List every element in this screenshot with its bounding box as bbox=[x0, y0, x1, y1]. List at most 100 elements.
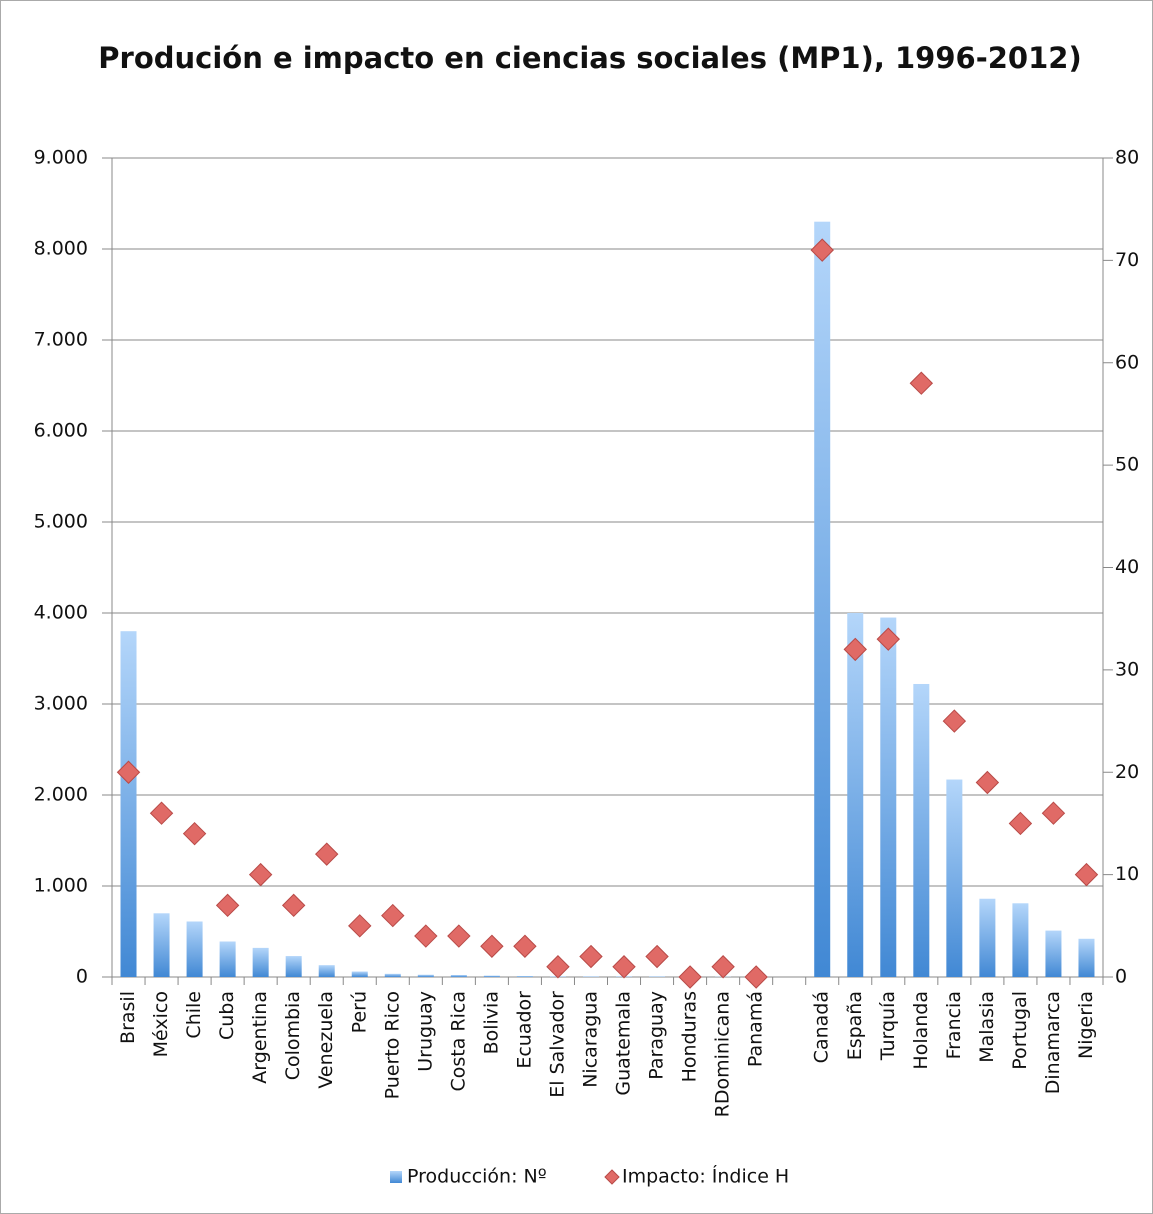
y-tick-label: 3.000 bbox=[34, 693, 88, 715]
bar bbox=[120, 631, 137, 977]
diamond-marker bbox=[414, 924, 438, 948]
diamond-marker bbox=[182, 821, 207, 846]
diamond-marker bbox=[480, 934, 504, 958]
diamond-marker bbox=[744, 965, 768, 989]
y2-tick-label: 60 bbox=[1115, 351, 1139, 373]
bar bbox=[847, 613, 864, 977]
diamond-marker bbox=[810, 238, 834, 262]
diamond-marker bbox=[348, 914, 372, 938]
diamond-marker bbox=[215, 893, 240, 918]
y-tick-label: 1.000 bbox=[34, 875, 88, 897]
bar bbox=[153, 913, 170, 977]
bar bbox=[450, 974, 467, 977]
x-tick-label: Paraguay bbox=[646, 991, 668, 1080]
diamond-marker bbox=[513, 934, 537, 958]
diamond-marker bbox=[116, 760, 141, 784]
y-tick-label: 2.000 bbox=[34, 784, 88, 806]
bar bbox=[1012, 903, 1029, 977]
x-tick-label: RDominicana bbox=[712, 991, 734, 1117]
legend-swatch bbox=[390, 1171, 402, 1183]
x-tick-label: Honduras bbox=[679, 991, 701, 1082]
x-tick-label: Argentina bbox=[249, 991, 271, 1084]
x-tick-label: México bbox=[150, 991, 172, 1057]
diamond-marker bbox=[876, 627, 900, 651]
y-tick-label: 4.000 bbox=[34, 602, 88, 624]
diamond-marker bbox=[1041, 801, 1066, 825]
x-tick-label: Holanda bbox=[910, 991, 932, 1070]
diamond-marker bbox=[315, 842, 339, 866]
diamond-marker bbox=[447, 924, 471, 948]
bar bbox=[1078, 938, 1095, 977]
x-tick-label: Canadá bbox=[811, 991, 833, 1063]
diamond-marker bbox=[909, 371, 934, 395]
diamond-marker bbox=[281, 893, 306, 918]
legend-label: Producción: Nº bbox=[407, 1166, 547, 1188]
x-tick-label: Ecuador bbox=[513, 991, 535, 1069]
x-tick-label: Cuba bbox=[216, 991, 238, 1040]
legend-label: Impacto: Índice H bbox=[622, 1165, 789, 1188]
bar bbox=[814, 221, 831, 977]
y2-tick-label: 80 bbox=[1115, 147, 1139, 169]
y2-tick-label: 30 bbox=[1115, 658, 1139, 680]
x-tick-label: Nigeria bbox=[1075, 991, 1097, 1059]
y-tick-label: 0 bbox=[76, 966, 88, 988]
x-tick-label: El Salvador bbox=[546, 991, 568, 1098]
y-tick-label: 6.000 bbox=[34, 420, 88, 442]
y-tick-label: 8.000 bbox=[34, 238, 88, 260]
bar bbox=[384, 973, 401, 977]
diamond-marker bbox=[678, 965, 702, 989]
x-tick-label: Uruguay bbox=[414, 991, 436, 1072]
y2-tick-label: 0 bbox=[1115, 966, 1127, 988]
bar bbox=[252, 947, 269, 977]
diamond-marker bbox=[149, 801, 174, 825]
diamond-marker bbox=[843, 637, 867, 662]
bar bbox=[285, 956, 302, 977]
y2-tick-label: 70 bbox=[1115, 249, 1139, 271]
x-tick-label: Brasil bbox=[117, 991, 139, 1044]
x-tick-label: Perú bbox=[348, 991, 370, 1033]
x-tick-label: Turquía bbox=[877, 991, 899, 1061]
y2-tick-label: 20 bbox=[1115, 761, 1139, 783]
x-tick-label: Chile bbox=[183, 991, 205, 1039]
x-tick-label: Bolivia bbox=[480, 991, 502, 1054]
chart-title: Produción e impacto en ciencias sociales… bbox=[98, 41, 1081, 75]
x-tick-label: Guatemala bbox=[613, 991, 635, 1096]
bar bbox=[318, 965, 335, 977]
bar bbox=[483, 975, 500, 977]
diamond-marker bbox=[579, 944, 603, 969]
diamond-marker bbox=[975, 770, 1000, 795]
y-tick-label: 5.000 bbox=[34, 511, 88, 533]
y-tick-label: 7.000 bbox=[34, 329, 88, 351]
x-tick-label: Nicaragua bbox=[579, 991, 601, 1088]
diamond-marker bbox=[612, 955, 636, 979]
diamond-marker bbox=[645, 944, 669, 969]
x-tick-label: Dinamarca bbox=[1042, 991, 1064, 1094]
bar bbox=[417, 974, 434, 977]
bar bbox=[351, 971, 368, 977]
x-tick-label: Colombia bbox=[282, 991, 304, 1080]
bar bbox=[979, 898, 996, 977]
x-tick-label: Venezuela bbox=[315, 991, 337, 1089]
diamond-marker bbox=[381, 903, 405, 928]
diamond-marker bbox=[711, 955, 735, 979]
bar bbox=[219, 941, 236, 977]
diamond-marker bbox=[1074, 862, 1099, 887]
bar bbox=[913, 683, 930, 977]
x-tick-label: Costa Rica bbox=[447, 991, 469, 1092]
y2-tick-label: 50 bbox=[1115, 454, 1139, 476]
diamond-marker bbox=[248, 862, 273, 887]
bar bbox=[1045, 930, 1062, 977]
x-tick-label: Malasia bbox=[976, 991, 998, 1063]
y2-tick-label: 40 bbox=[1115, 556, 1139, 578]
y2-tick-label: 10 bbox=[1115, 863, 1139, 885]
legend-swatch bbox=[604, 1169, 620, 1185]
diamond-marker bbox=[546, 955, 570, 979]
x-tick-label: Portugal bbox=[1009, 991, 1031, 1070]
x-tick-label: Francia bbox=[943, 991, 965, 1059]
bar bbox=[516, 976, 533, 977]
x-tick-label: España bbox=[844, 991, 866, 1060]
diamond-marker bbox=[1008, 811, 1033, 836]
diamond-marker bbox=[942, 709, 967, 733]
